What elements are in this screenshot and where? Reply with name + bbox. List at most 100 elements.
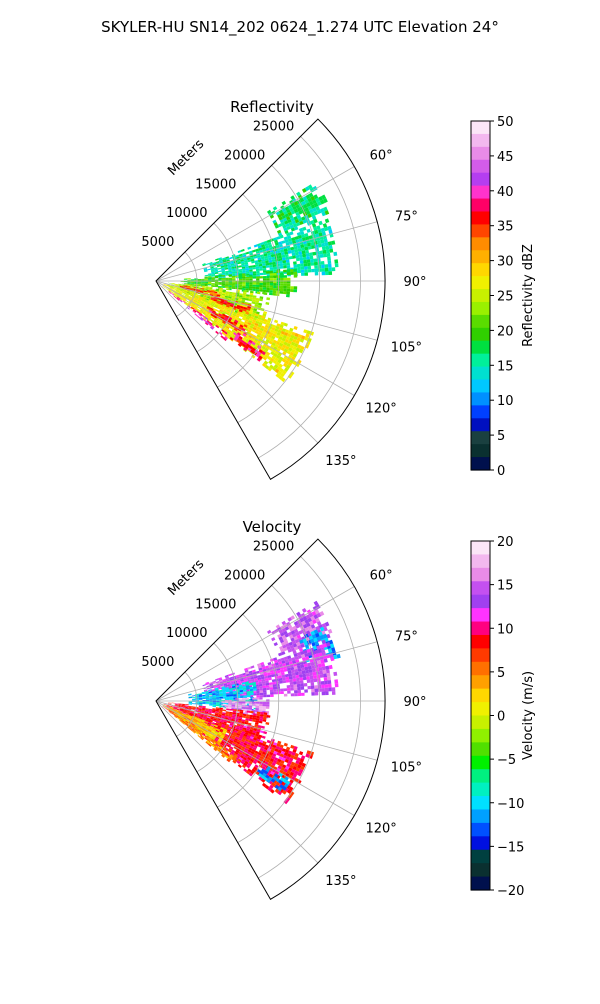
echo-cell xyxy=(222,313,226,317)
echo-cell xyxy=(262,329,267,333)
echo-cell xyxy=(274,357,279,362)
echo-cell xyxy=(275,325,280,330)
echo-cell xyxy=(174,706,178,708)
echo-cell xyxy=(282,260,287,264)
echo-cell xyxy=(266,694,271,698)
echo-cell xyxy=(259,697,263,700)
echo-cell xyxy=(208,708,213,711)
echo-cell xyxy=(201,300,205,303)
echo-cell xyxy=(171,283,175,285)
echo-cell xyxy=(266,672,271,676)
echo-cell xyxy=(305,672,310,677)
echo-cell xyxy=(293,261,297,265)
echo-cell xyxy=(242,674,247,678)
echo-cell xyxy=(244,720,249,723)
echo-cell xyxy=(269,264,273,268)
echo-cell xyxy=(220,306,225,310)
echo-cell xyxy=(245,318,249,322)
echo-cell xyxy=(277,658,282,663)
echo-cell xyxy=(273,642,278,647)
echo-cell xyxy=(313,261,318,266)
echo-cell xyxy=(211,285,215,287)
echo-cell xyxy=(275,761,281,766)
echo-cell xyxy=(225,273,229,276)
echo-cell xyxy=(202,305,206,309)
echo-cell xyxy=(257,665,262,669)
echo-cell xyxy=(252,286,256,289)
echo-cell xyxy=(296,652,301,656)
echo-cell xyxy=(315,233,320,238)
echo-cell xyxy=(267,334,273,339)
echo-cell xyxy=(204,284,208,287)
echo-cell xyxy=(258,734,263,738)
echo-cell xyxy=(293,271,298,275)
echo-cell xyxy=(258,741,263,746)
echo-cell xyxy=(291,640,296,645)
echo-cell xyxy=(190,290,195,293)
echo-cell xyxy=(243,347,248,352)
echo-cell xyxy=(205,694,209,696)
echo-cell xyxy=(246,726,251,730)
echo-cell xyxy=(304,266,308,270)
echo-cell xyxy=(216,293,221,296)
echo-cell xyxy=(289,231,294,236)
echo-cell xyxy=(238,715,243,718)
echo-cell xyxy=(311,245,316,249)
echo-cell xyxy=(222,693,227,696)
echo-cell xyxy=(241,746,246,750)
echo-cell xyxy=(268,360,273,365)
echo-cell xyxy=(242,685,247,689)
azimuth-spoke xyxy=(155,166,355,282)
echo-cell xyxy=(269,292,273,296)
echo-cell xyxy=(263,714,267,718)
echo-cell xyxy=(250,349,255,354)
echo-cell xyxy=(324,637,329,642)
echo-cell xyxy=(242,268,246,271)
echo-cell xyxy=(302,256,307,261)
echo-cell xyxy=(280,321,285,326)
echo-cell xyxy=(305,249,309,254)
echo-cell xyxy=(290,210,296,215)
echo-cell xyxy=(311,665,316,669)
echo-cell xyxy=(326,642,331,647)
colorbar-swatch xyxy=(471,340,490,355)
echo-cell xyxy=(231,287,236,289)
colorbar-tick-label: 10 xyxy=(497,394,514,409)
echo-cell xyxy=(271,348,277,353)
echo-cell xyxy=(199,716,203,719)
echo-cell xyxy=(305,753,310,758)
echo-cell xyxy=(294,332,299,338)
echo-cell xyxy=(224,733,229,737)
echo-cell xyxy=(251,347,256,352)
echo-cell xyxy=(257,725,262,728)
echo-cell xyxy=(172,288,177,290)
echo-cell xyxy=(300,650,305,655)
echo-cell xyxy=(241,731,246,734)
echo-cell xyxy=(203,310,208,313)
echo-cell xyxy=(212,705,216,708)
echo-cell xyxy=(290,687,294,691)
echo-cell xyxy=(282,291,287,295)
colorbar-swatch xyxy=(471,822,490,837)
echo-cell xyxy=(286,265,291,269)
echo-cell xyxy=(270,749,275,754)
echo-cell xyxy=(254,302,259,305)
colorbar-tick-label: −20 xyxy=(497,884,524,899)
echo-cell xyxy=(209,698,213,700)
echo-cell xyxy=(232,277,236,280)
echo-cell xyxy=(208,692,213,695)
echo-cell xyxy=(223,263,228,266)
echo-cell xyxy=(306,256,310,260)
echo-cell xyxy=(174,706,178,709)
echo-cell xyxy=(219,694,223,696)
echo-cell xyxy=(281,358,287,363)
echo-cell xyxy=(277,633,282,638)
echo-cell xyxy=(178,291,183,294)
echo-cell xyxy=(225,676,229,679)
echo-cell xyxy=(283,630,288,635)
echo-cell xyxy=(256,334,261,338)
echo-cell xyxy=(172,288,176,291)
echo-cell xyxy=(252,319,257,323)
echo-cell xyxy=(280,346,285,352)
echo-cell xyxy=(245,716,250,719)
